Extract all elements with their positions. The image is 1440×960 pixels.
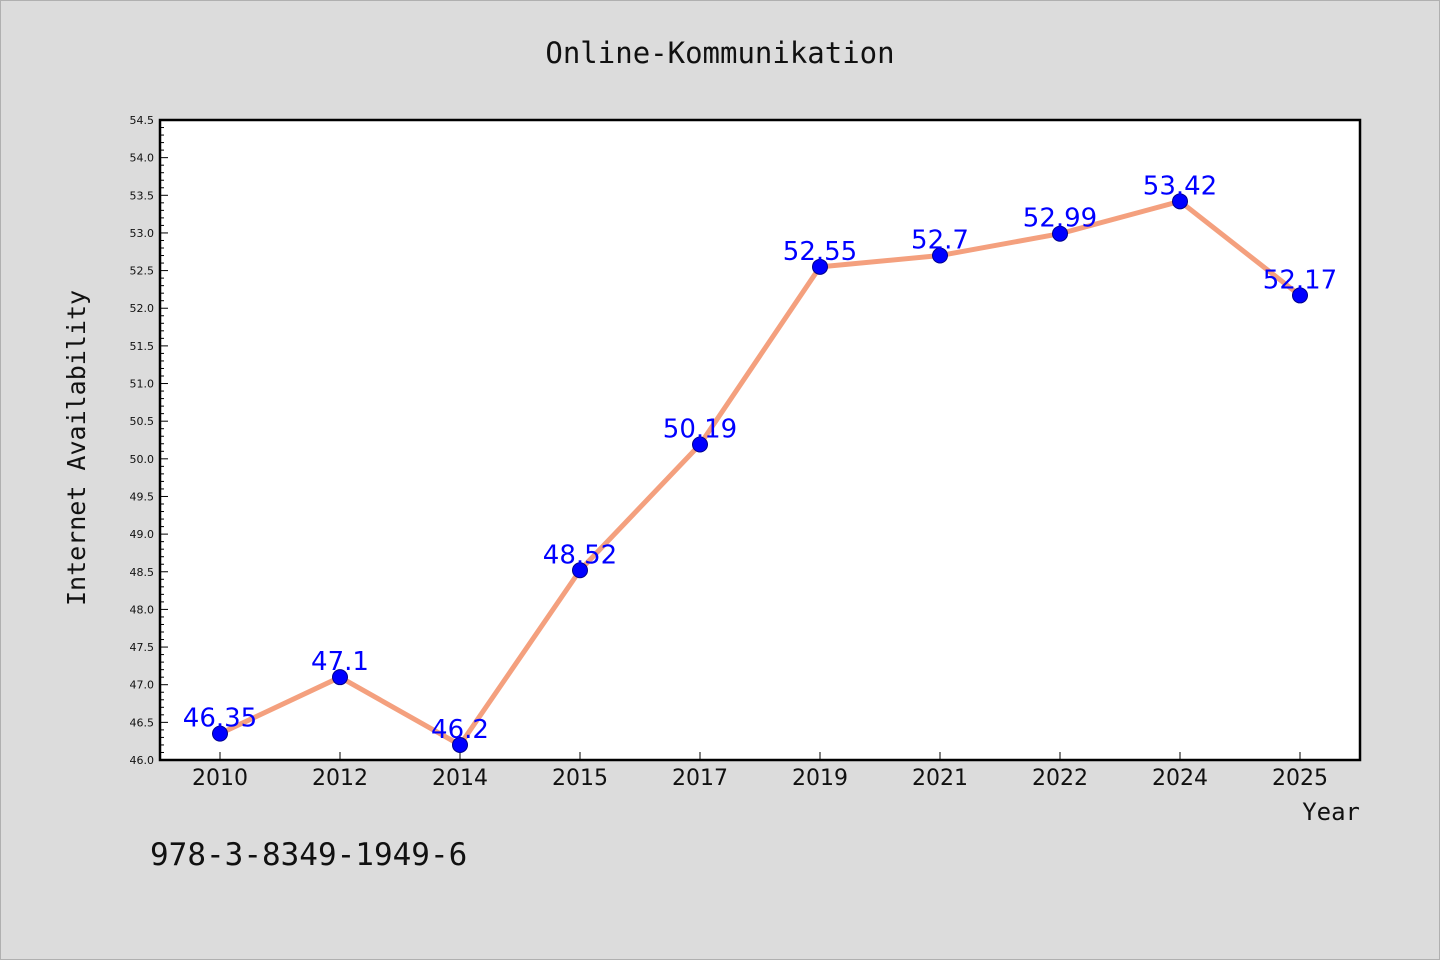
x-tick-label: 2025 (1272, 766, 1328, 791)
data-label: 48.52 (543, 540, 617, 570)
data-point (572, 562, 588, 579)
y-tick-label: 52.5 (130, 265, 155, 278)
data-label: 52.17 (1263, 265, 1337, 295)
y-tick-label: 52.0 (130, 302, 155, 315)
footer-isbn: 978-3-8349-1949-6 (150, 837, 467, 873)
y-tick-label: 49.5 (130, 490, 155, 503)
x-tick-label: 2017 (672, 766, 728, 791)
y-tick-label: 48.5 (130, 566, 155, 579)
y-tick-label: 51.5 (130, 340, 155, 353)
data-label: 50.19 (663, 415, 737, 445)
y-tick-label: 50.5 (130, 415, 155, 428)
x-tick-label: 2019 (792, 766, 848, 791)
data-point (932, 247, 948, 264)
data-point (812, 258, 828, 275)
data-point (452, 736, 468, 753)
y-tick-label: 53.5 (130, 189, 155, 202)
data-label: 47.1 (311, 647, 369, 677)
data-point (692, 436, 708, 453)
x-axis-label: Year (1302, 798, 1360, 826)
y-tick-label: 48.0 (130, 603, 155, 616)
y-tick-label: 54.5 (130, 114, 155, 127)
data-point (1292, 287, 1308, 304)
y-tick-label: 53.0 (130, 227, 155, 240)
x-tick-label: 2024 (1152, 766, 1208, 791)
y-axis: 46.0 46.5 47.0 47.5 48.0 48.5 49.0 49.5 50.0 50.5… (130, 114, 168, 767)
y-tick-label: 50.0 (130, 453, 155, 466)
x-tick-label: 2022 (1032, 766, 1088, 791)
y-tick-label: 46.0 (130, 754, 155, 767)
data-point (1052, 225, 1068, 242)
series-line (218, 198, 1302, 748)
data-label: 52.7 (911, 226, 969, 256)
x-tick-label: 2015 (552, 766, 608, 791)
y-tick-label: 47.5 (130, 641, 155, 654)
data-point (1172, 193, 1188, 210)
data-point (332, 669, 348, 686)
y-tick-label: 54.0 (130, 152, 155, 165)
y-tick-label: 51.0 (130, 378, 155, 391)
y-tick-label: 49.0 (130, 528, 155, 541)
data-label: 46.35 (183, 704, 257, 734)
x-tick-label: 2021 (912, 766, 968, 791)
data-point (212, 725, 228, 742)
x-tick-label: 2010 (192, 766, 248, 791)
data-label: 52.55 (783, 237, 857, 267)
data-label: 53.42 (1143, 171, 1217, 201)
data-label: 46.2 (431, 715, 489, 745)
y-axis-label: Internet Availability (62, 290, 91, 606)
chart-title: Online-Kommunikation (545, 36, 894, 70)
plot-area (158, 118, 1362, 762)
series-layer: 46.35 47.1 46.2 48.52 50.19 52.55 52.7 52.99 53.… (183, 171, 1337, 753)
x-axis: 2010 2012 2014 2015 2017 2019 2021 2022 2024 2025 (192, 752, 1328, 791)
x-tick-label: 2014 (432, 766, 488, 791)
x-tick-label: 2012 (312, 766, 368, 791)
y-tick-label: 46.5 (130, 716, 155, 729)
y-tick-label: 47.0 (130, 679, 155, 692)
data-label: 52.99 (1023, 204, 1097, 234)
